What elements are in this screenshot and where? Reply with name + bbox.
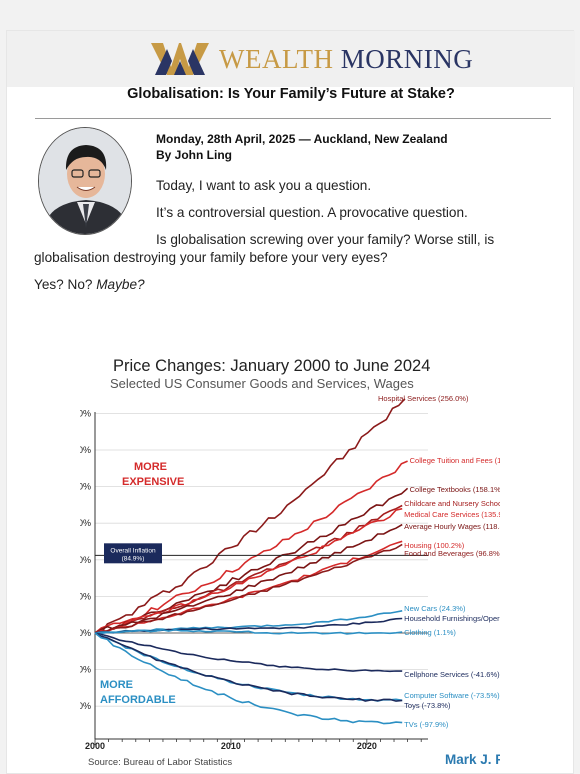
y-tick-label: 240% [80, 408, 91, 418]
y-tick-label: 80% [80, 555, 91, 565]
masthead: WEALTH MORNING [7, 31, 575, 87]
series-label: Toys (-73.8%) [404, 701, 451, 710]
series-label: Housing (100.2%) [404, 541, 465, 550]
article-title: Globalisation: Is Your Family’s Future a… [127, 86, 455, 102]
series-label: Childcare and Nursery School (139.3%) [404, 499, 500, 508]
more-affordable-label: AFFORDABLE [100, 694, 176, 706]
annotations: MORE EXPENSIVE MORE AFFORDABLE [100, 461, 184, 706]
paragraph: It’s a controversial question. A provoca… [156, 205, 468, 220]
price-changes-chart: Price Changes: January 2000 to June 2024… [80, 357, 500, 768]
series-line [94, 632, 403, 673]
series-line [94, 523, 403, 634]
brand-name: WEALTH MORNING [219, 44, 474, 74]
series-label: College Textbooks (158.1%) [410, 485, 500, 494]
chart-subtitle: Selected US Consumer Goods and Services,… [110, 376, 414, 391]
y-axis: 240% 200% 160% 120% 80% 40% 0% -40% -80% [80, 408, 91, 711]
series-label: College Tuition and Fees (187.9%) [410, 456, 500, 465]
overall-inflation-value: (84.9%) [122, 555, 145, 562]
series-line [94, 398, 406, 634]
paragraph: Yes? No? Maybe? [34, 277, 145, 292]
paragraph: globalisation destroying your family bef… [34, 250, 388, 265]
series-line [94, 460, 408, 634]
newsletter-card: WEALTH MORNING Globalisation: Is Your Fa… [6, 30, 575, 774]
series-label: Clothing (1.1%) [404, 628, 456, 637]
series-label: Average Hourly Wages (118.5%) [404, 522, 500, 531]
series-label: New Cars (24.3%) [404, 604, 466, 613]
series-line [94, 543, 403, 634]
more-expensive-label: EXPENSIVE [122, 476, 184, 488]
dateline: Monday, 28th April, 2025 — Auckland, New… [156, 132, 448, 146]
y-tick-label: 200% [80, 445, 91, 455]
series-labels: Hospital Services (256.0%) College Tuitio… [378, 394, 500, 729]
overall-inflation-badge [104, 543, 162, 564]
chart-credit: Mark J. Perry [445, 752, 500, 767]
author-line: By John Ling [156, 148, 232, 162]
series-label: Cellphone Services (-41.6%) [404, 670, 500, 679]
series-line [94, 628, 403, 635]
series-line [94, 487, 409, 634]
series-line [94, 540, 403, 634]
series-label: Computer Software (-73.5%) [404, 691, 500, 700]
series-line [94, 507, 403, 634]
series-line [94, 632, 403, 702]
y-tick-label: 120% [80, 518, 91, 528]
wm-monogram-logo-icon [151, 43, 209, 75]
y-tick-label: 0% [80, 628, 91, 638]
chart-source: Source: Bureau of Labor Statistics [88, 757, 232, 768]
series-line [94, 632, 403, 725]
series-label: Medical Care Services (135.9%) [404, 510, 500, 519]
paragraph: Today, I want to ask you a question. [156, 178, 372, 193]
author-avatar [38, 127, 132, 235]
x-tick-label: 2020 [357, 741, 377, 751]
y-tick-label: -40% [80, 665, 91, 675]
more-expensive-label: MORE [134, 461, 167, 473]
x-tick-label: 2000 [85, 741, 105, 751]
series-line [94, 632, 403, 702]
overall-inflation-marker: Overall Inflation(84.9%) [95, 543, 428, 564]
series-label: Food and Beverages (96.8%) [404, 549, 500, 558]
y-tick-label: -80% [80, 701, 91, 711]
series-line [94, 504, 403, 634]
x-tick-label: 2010 [221, 741, 241, 751]
y-tick-label: 40% [80, 591, 91, 601]
series-label: Hospital Services (256.0%) [378, 394, 469, 403]
series-lines [94, 398, 409, 725]
chart-title: Price Changes: January 2000 to June 2024 [113, 357, 430, 375]
y-tick-label: 160% [80, 482, 91, 492]
series-label: TVs (-97.9%) [404, 720, 449, 729]
more-affordable-label: MORE [100, 679, 133, 691]
divider [35, 118, 551, 119]
paragraph: Is globalisation screwing over your fami… [156, 232, 495, 247]
overall-inflation-label: Overall Inflation [110, 547, 156, 554]
x-axis: 2000 2010 2020 [85, 412, 428, 751]
series-label: Household Furnishings/Operations (15.8%) [404, 614, 500, 623]
